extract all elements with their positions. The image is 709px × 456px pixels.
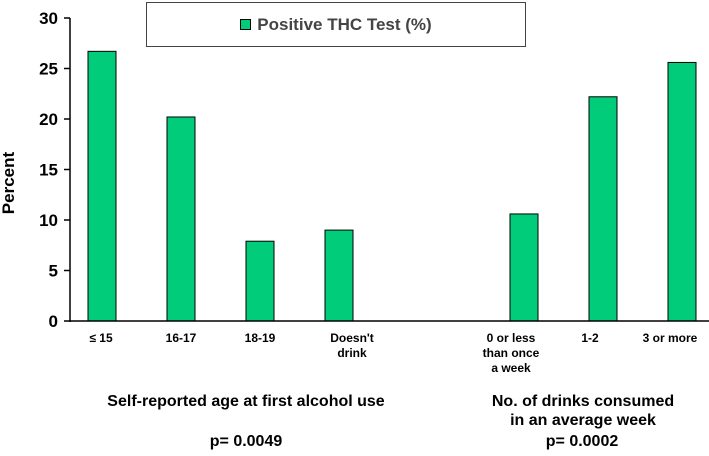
y-tick-label: 25 <box>39 60 58 79</box>
y-axis-label: Percent <box>0 151 18 214</box>
bar <box>588 96 618 322</box>
group-pvalue-age-text: p= 0.0049 <box>209 433 283 450</box>
bar <box>245 240 275 322</box>
group-label-drinks-line1: No. of drinks consumed <box>491 393 675 410</box>
y-tick-label: 30 <box>39 9 58 28</box>
bar <box>87 50 117 322</box>
bar <box>324 229 354 322</box>
group-label-drinks: No. of drinks consumed in an average wee… <box>458 392 708 430</box>
x-tick-label: 0 or less than once a week <box>483 331 540 375</box>
legend-swatch <box>240 19 252 30</box>
y-tick-label: 10 <box>39 211 58 230</box>
x-tick-label: 18-19 <box>245 331 276 345</box>
x-tick-label: 16-17 <box>166 331 197 345</box>
group-pvalue-drinks: p= 0.0002 <box>482 432 682 451</box>
y-tick-label: 20 <box>39 110 58 129</box>
group-pvalue-age: p= 0.0049 <box>146 432 346 451</box>
bar <box>509 213 539 322</box>
x-tick-label: ≤ 15 <box>89 331 113 345</box>
x-tick-label: Doesn't drink <box>330 331 374 360</box>
x-tick-label: 3 or more <box>643 331 698 345</box>
y-tick-label: 0 <box>49 312 58 331</box>
y-tick-label: 5 <box>49 262 58 281</box>
legend: Positive THC Test (%) <box>146 2 526 47</box>
bar <box>166 116 196 322</box>
y-tick-label: 15 <box>39 161 58 180</box>
group-pvalue-drinks-text: p= 0.0002 <box>545 433 619 450</box>
group-label-age: Self-reported age at first alcohol use <box>66 392 426 411</box>
bar <box>667 61 697 322</box>
group-label-drinks-line2: in an average week <box>510 412 656 429</box>
legend-label: Positive THC Test (%) <box>257 14 432 34</box>
x-tick-label: 1-2 <box>581 331 599 345</box>
group-label-age-text: Self-reported age at first alcohol use <box>107 393 385 410</box>
